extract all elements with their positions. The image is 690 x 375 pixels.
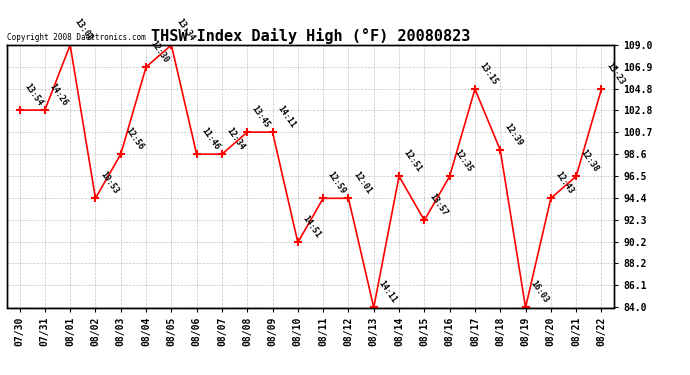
Text: 12:59: 12:59 — [326, 170, 348, 195]
Text: 10:53: 10:53 — [98, 170, 120, 195]
Text: 12:34: 12:34 — [225, 126, 246, 152]
Text: 14:11: 14:11 — [275, 104, 297, 129]
Text: 12:43: 12:43 — [553, 170, 575, 195]
Text: 13:57: 13:57 — [427, 192, 449, 217]
Text: 12:38: 12:38 — [579, 148, 600, 174]
Text: 14:51: 14:51 — [301, 214, 322, 240]
Text: 11:46: 11:46 — [199, 126, 221, 152]
Title: THSW Index Daily High (°F) 20080823: THSW Index Daily High (°F) 20080823 — [151, 28, 470, 44]
Text: 12:30: 12:30 — [149, 39, 170, 64]
Text: 14:26: 14:26 — [48, 82, 69, 107]
Text: 13:45: 13:45 — [250, 104, 272, 129]
Text: 14:11: 14:11 — [377, 279, 398, 305]
Text: 13:23: 13:23 — [604, 61, 626, 86]
Text: 12:35: 12:35 — [453, 148, 474, 174]
Text: 12:56: 12:56 — [124, 126, 145, 152]
Text: 13:34: 13:34 — [174, 16, 196, 42]
Text: 12:51: 12:51 — [402, 148, 424, 174]
Text: 16:03: 16:03 — [529, 279, 550, 305]
Text: 12:39: 12:39 — [503, 122, 524, 147]
Text: Copyright 2008 Daeltronics.com: Copyright 2008 Daeltronics.com — [7, 33, 146, 42]
Text: 13:15: 13:15 — [477, 61, 500, 86]
Text: 12:01: 12:01 — [351, 170, 373, 195]
Text: 13:08: 13:08 — [73, 16, 95, 42]
Text: 13:54: 13:54 — [22, 82, 44, 107]
